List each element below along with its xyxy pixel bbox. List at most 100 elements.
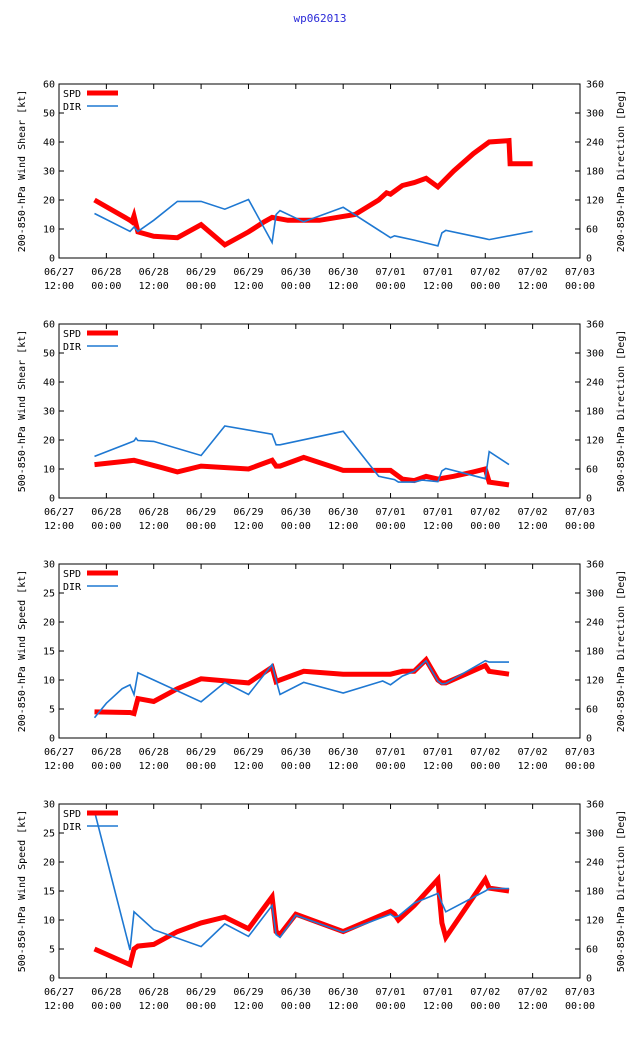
y2-tick-label: 60 — [586, 705, 598, 716]
y-axis-title: 200-850-hPa Wind Shear [kt] — [17, 90, 28, 253]
x-tick-date: 06/29 — [186, 507, 216, 518]
x-tick-date: 06/28 — [139, 507, 169, 518]
x-tick-date: 07/02 — [470, 987, 500, 998]
y-tick-label: 0 — [49, 734, 55, 745]
x-tick-time: 00:00 — [470, 281, 500, 292]
y2-tick-label: 360 — [586, 560, 604, 571]
chart-panel-4: 05101520253006012018024030036006/2712:00… — [17, 800, 627, 1013]
y-tick-label: 0 — [49, 254, 55, 265]
x-tick-time: 12:00 — [44, 521, 74, 532]
x-tick-time: 12:00 — [423, 281, 453, 292]
x-tick-date: 06/30 — [281, 267, 311, 278]
x-tick-date: 06/28 — [91, 747, 121, 758]
y-tick-label: 60 — [43, 320, 55, 331]
x-tick-time: 12:00 — [328, 281, 358, 292]
x-tick-time: 12:00 — [139, 761, 169, 772]
x-tick-date: 06/30 — [328, 267, 358, 278]
x-tick-date: 07/03 — [565, 267, 595, 278]
y2-tick-label: 0 — [586, 974, 592, 985]
y-tick-label: 50 — [43, 349, 55, 360]
spd-series-line — [94, 655, 510, 717]
plot-frame — [58, 323, 581, 499]
x-tick-date: 07/01 — [375, 747, 405, 758]
x-tick-time: 12:00 — [139, 1001, 169, 1012]
x-tick-time: 00:00 — [186, 281, 216, 292]
dir-series-line — [94, 425, 510, 483]
chart-panel-1: 0 10 20 30 40 50 60 0 60 120 180 240 300 360 06/27 12:0… — [17, 80, 627, 293]
y2-tick-label: 0 — [586, 734, 592, 745]
x-tick-date: 07/01 — [423, 267, 453, 278]
x-tick-date: 07/01 — [423, 507, 453, 518]
y2-tick-label: 240 — [586, 618, 604, 629]
y-tick-label: 30 — [43, 560, 55, 571]
y2-axis-title: 500-850-hPa Direction [Deg] — [616, 330, 627, 493]
x-tick-time: 00:00 — [565, 521, 595, 532]
x-tick-date: 07/02 — [470, 507, 500, 518]
legend-spd-label: SPD — [63, 809, 81, 820]
x-tick-date: 06/27 — [44, 507, 74, 518]
y2-axis-title: 500-850-hPa Direction [Deg] — [616, 810, 627, 973]
x-tick-date: 06/29 — [233, 987, 263, 998]
chart-panel-3: 05101520253006012018024030036006/2712:00… — [17, 560, 627, 773]
x-tick-date: 07/02 — [470, 267, 500, 278]
y-tick-label: 60 — [43, 80, 55, 91]
x-tick-time: 12:00 — [44, 1001, 74, 1012]
x-tick-date: 06/30 — [328, 507, 358, 518]
x-tick-time: 12:00 — [328, 761, 358, 772]
y2-tick-label: 120 — [586, 676, 604, 687]
x-tick-time: 00:00 — [470, 521, 500, 532]
x-tick-date: 06/29 — [186, 267, 216, 278]
x-tick-date: 06/28 — [139, 267, 169, 278]
x-tick-date: 06/28 — [139, 987, 169, 998]
x-tick-time: 12:00 — [423, 761, 453, 772]
y-tick-label: 15 — [43, 887, 55, 898]
x-tick-time: 12:00 — [518, 1001, 548, 1012]
x-tick-date: 07/01 — [375, 507, 405, 518]
y-tick-label: 5 — [49, 945, 55, 956]
x-tick-time: 00:00 — [91, 521, 121, 532]
x-tick-date: 07/02 — [470, 747, 500, 758]
y2-tick-label: 60 — [586, 225, 598, 236]
y-tick-label: 50 — [43, 109, 55, 120]
x-tick-time: 12:00 — [233, 281, 263, 292]
y2-tick-label: 60 — [586, 945, 598, 956]
y2-tick-label: 180 — [586, 407, 604, 418]
x-tick-time: 00:00 — [186, 1001, 216, 1012]
x-tick-time: 12:00 — [518, 761, 548, 772]
x-tick-date: 07/01 — [375, 987, 405, 998]
x-tick-time: 12:00 — [423, 1001, 453, 1012]
x-tick-date: 07/01 — [423, 987, 453, 998]
x-tick-date: 06/28 — [91, 507, 121, 518]
y2-tick-label: 240 — [586, 138, 604, 149]
y2-axis-title: 200-850-hPa Direction [Deg] — [616, 90, 627, 253]
x-tick-time: 12:00 — [233, 761, 263, 772]
x-tick-time: 12:00 — [328, 521, 358, 532]
y-tick-label: 10 — [43, 225, 55, 236]
dir-series-line — [93, 811, 509, 951]
page-title: wp062013 — [293, 12, 347, 25]
x-tick-time: 00:00 — [470, 1001, 500, 1012]
x-tick-time: 00:00 — [565, 761, 595, 772]
y-tick-label: 20 — [43, 196, 55, 207]
x-tick-date: 06/29 — [233, 747, 263, 758]
x-tick-date: 06/27 — [44, 747, 74, 758]
legend-dir-label: DIR — [63, 342, 82, 353]
y-axis-title: 500-850-hPa Wind Shear [kt] — [17, 330, 28, 493]
y-tick-label: 5 — [49, 705, 55, 716]
y-tick-label: 10 — [43, 676, 55, 687]
y2-tick-label: 120 — [586, 436, 604, 447]
y2-tick-label: 360 — [586, 800, 604, 811]
x-tick-date: 06/30 — [328, 747, 358, 758]
x-tick-date: 06/29 — [186, 747, 216, 758]
x-tick-date: 07/03 — [565, 987, 595, 998]
x-tick-time: 00:00 — [186, 521, 216, 532]
y2-tick-label: 240 — [586, 858, 604, 869]
x-tick-time: 12:00 — [233, 521, 263, 532]
x-tick-date: 06/30 — [281, 987, 311, 998]
y2-tick-label: 300 — [586, 829, 604, 840]
x-tick-time: 00:00 — [281, 281, 311, 292]
x-tick-time: 12:00 — [423, 521, 453, 532]
x-tick-time: 00:00 — [281, 1001, 311, 1012]
y-tick-label: 15 — [43, 647, 55, 658]
